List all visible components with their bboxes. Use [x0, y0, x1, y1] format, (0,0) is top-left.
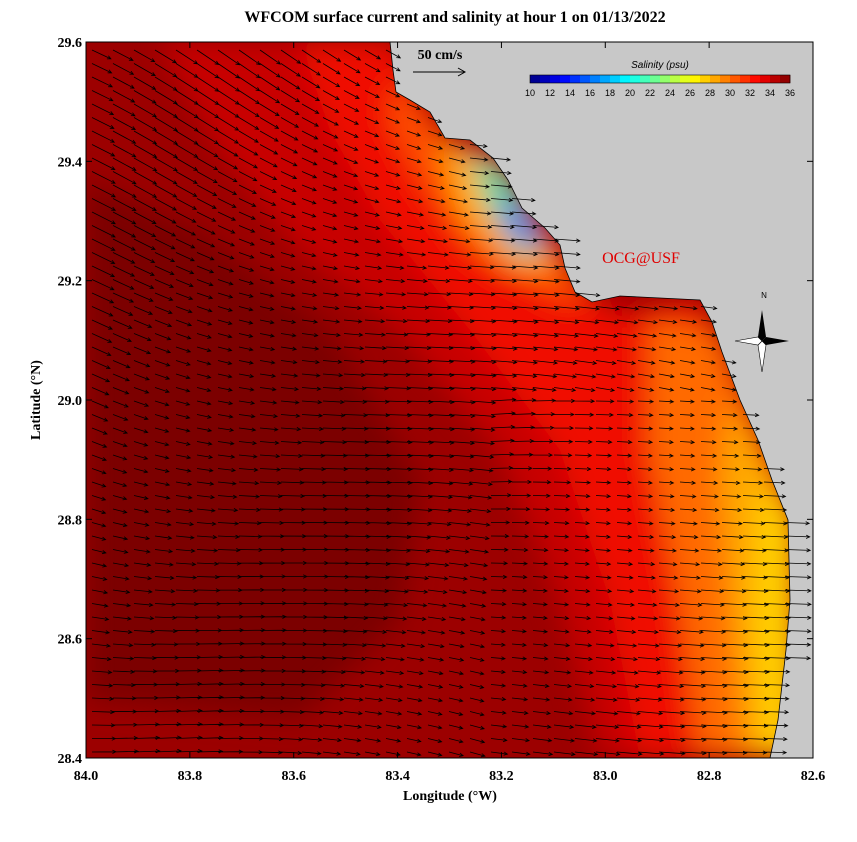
y-axis-label: Latitude (°N): [29, 360, 44, 440]
colorbar-cell: [570, 75, 581, 83]
colorbar-tick-label: 32: [745, 88, 755, 98]
colorbar-tick-label: 26: [685, 88, 695, 98]
vector-arrows: [91, 49, 812, 758]
y-tick-label: 29.2: [58, 275, 83, 290]
colorbar-cell: [610, 75, 621, 83]
colorbar-cell: [620, 75, 631, 83]
x-tick-label: 83.4: [385, 769, 410, 784]
colorbar-tick-label: 22: [645, 88, 655, 98]
title: WFCOM surface current and salinity at ho…: [244, 9, 665, 26]
colorbar-cell: [560, 75, 571, 83]
colorbar-tick-label: 20: [625, 88, 635, 98]
credit: OCG@USF: [602, 250, 680, 267]
current-vectors: [91, 49, 812, 758]
y-tick-label: 28.4: [58, 752, 83, 767]
colorbar-cell: [550, 75, 561, 83]
colorbar-cell: [590, 75, 601, 83]
colorbar-cell: [770, 75, 781, 83]
compass: N: [734, 291, 789, 373]
colorbar-tick-label: 14: [565, 88, 575, 98]
colorbar-tick-label: 34: [765, 88, 775, 98]
y-tick-label: 29.6: [58, 36, 83, 51]
colorbar-tick-label: 16: [585, 88, 595, 98]
x-tick-label: 83.6: [281, 769, 306, 784]
colorbar-cell: [720, 75, 731, 83]
y-tick-label: 29.0: [58, 394, 83, 409]
x-tick-label: 82.6: [801, 769, 826, 784]
colorbar-tick-label: 18: [605, 88, 615, 98]
colorbar-cell: [750, 75, 761, 83]
compass-label: N: [761, 291, 767, 300]
scale-arrow: [413, 67, 467, 77]
colorbar-tick-label: 10: [525, 88, 535, 98]
colorbar-tick-label: 28: [705, 88, 715, 98]
colorbar-cell: [700, 75, 711, 83]
colorbar-cell: [710, 75, 721, 83]
colorbar-cell: [780, 75, 791, 83]
x-tick-label: 83.8: [178, 769, 203, 784]
colorbar-cell: [630, 75, 641, 83]
y-tick-label: 28.6: [58, 633, 83, 648]
colorbar-cell: [660, 75, 671, 83]
scale-label: 50 cm/s: [418, 48, 463, 63]
colorbar-tick-label: 30: [725, 88, 735, 98]
y-tick-label: 29.4: [58, 155, 83, 170]
colorbar-tick-label: 24: [665, 88, 675, 98]
x-tick-label: 82.8: [697, 769, 722, 784]
colorbar-cell: [580, 75, 591, 83]
colorbar-cell: [530, 75, 541, 83]
x-tick-label: 83.0: [593, 769, 618, 784]
colorbar-tick-label: 36: [785, 88, 795, 98]
colorbar-cell: [760, 75, 771, 83]
y-tick-label: 28.8: [58, 513, 83, 528]
colorbar-cell: [740, 75, 751, 83]
colorbar-cell: [670, 75, 681, 83]
colorbar-cell: [680, 75, 691, 83]
colorbar-title: Salinity (psu): [631, 60, 689, 71]
x-tick-label: 83.2: [489, 769, 514, 784]
colorbar: 10 12 14 16 18 20 22 24 26 28 30 32 34 36: [525, 74, 795, 98]
x-tick-label: 84.0: [74, 769, 99, 784]
colorbar-cell: [640, 75, 651, 83]
coastline: [389, 41, 791, 759]
colorbar-frame: [529, 74, 791, 84]
x-axis-label: Longitude (°W): [403, 789, 497, 804]
colorbar-cell: [600, 75, 611, 83]
colorbar-cell: [690, 75, 701, 83]
colorbar-tick-label: 12: [545, 88, 555, 98]
colorbar-cell: [650, 75, 661, 83]
colorbar-cell: [730, 75, 741, 83]
colorbar-cell: [540, 75, 551, 83]
